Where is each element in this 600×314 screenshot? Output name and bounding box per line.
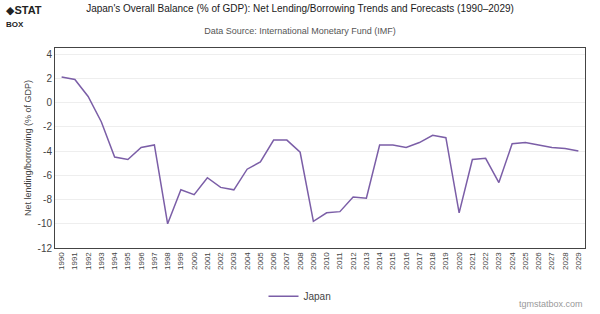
svg-text:2026: 2026 [534, 252, 543, 270]
svg-text:2022: 2022 [481, 252, 490, 270]
svg-text:2024: 2024 [508, 252, 517, 270]
svg-text:2011: 2011 [335, 252, 344, 270]
svg-text:Data Source: International Mon: Data Source: International Monetary Fund… [204, 26, 396, 36]
svg-text:2025: 2025 [521, 252, 530, 270]
svg-text:0: 0 [46, 97, 52, 108]
svg-text:2012: 2012 [349, 252, 358, 270]
svg-text:Net lending/borrowing (% of GD: Net lending/borrowing (% of GDP) [23, 80, 33, 216]
svg-text:2021: 2021 [468, 252, 477, 270]
svg-text:2007: 2007 [282, 252, 291, 270]
svg-text:2015: 2015 [388, 252, 397, 270]
svg-text:2009: 2009 [309, 252, 318, 270]
svg-text:1998: 1998 [163, 252, 172, 270]
svg-text:Japan: Japan [304, 291, 331, 302]
svg-text:2002: 2002 [216, 252, 225, 270]
svg-text:2020: 2020 [455, 252, 464, 270]
svg-text:1997: 1997 [150, 252, 159, 270]
svg-text:2005: 2005 [256, 252, 265, 270]
svg-text:-2: -2 [43, 121, 52, 132]
svg-text:2014: 2014 [375, 252, 384, 270]
svg-text:1991: 1991 [70, 252, 79, 270]
svg-text:2004: 2004 [243, 252, 252, 270]
svg-text:2023: 2023 [494, 252, 503, 270]
svg-text:4: 4 [46, 49, 52, 60]
svg-text:-4: -4 [43, 146, 52, 157]
svg-text:1996: 1996 [137, 252, 146, 270]
svg-text:2016: 2016 [402, 252, 411, 270]
svg-text:2003: 2003 [229, 252, 238, 270]
svg-text:2: 2 [46, 73, 52, 84]
svg-text:1992: 1992 [84, 252, 93, 270]
svg-text:1994: 1994 [110, 252, 119, 270]
svg-text:1993: 1993 [97, 252, 106, 270]
svg-text:2010: 2010 [322, 252, 331, 270]
svg-text:2001: 2001 [203, 252, 212, 270]
svg-text:-6: -6 [43, 170, 52, 181]
svg-text:2029: 2029 [574, 252, 583, 270]
svg-text:-10: -10 [38, 218, 53, 229]
svg-text:-12: -12 [38, 243, 53, 254]
svg-text:2027: 2027 [547, 252, 556, 270]
svg-text:2006: 2006 [269, 252, 278, 270]
svg-text:2000: 2000 [190, 252, 199, 270]
svg-text:1990: 1990 [57, 252, 66, 270]
svg-text:-8: -8 [43, 194, 52, 205]
svg-text:Japan's Overall Balance (% of: Japan's Overall Balance (% of GDP): Net … [86, 3, 514, 14]
svg-text:2013: 2013 [362, 252, 371, 270]
svg-text:1999: 1999 [176, 252, 185, 270]
svg-text:tgmstatbox.com: tgmstatbox.com [519, 299, 583, 309]
svg-text:2028: 2028 [561, 252, 570, 270]
svg-text:2018: 2018 [428, 252, 437, 270]
svg-text:◆STAT: ◆STAT [6, 4, 42, 16]
svg-text:BOX: BOX [6, 20, 24, 29]
svg-text:2017: 2017 [415, 252, 424, 270]
svg-text:1995: 1995 [123, 252, 132, 270]
svg-text:2019: 2019 [441, 252, 450, 270]
svg-text:2008: 2008 [296, 252, 305, 270]
